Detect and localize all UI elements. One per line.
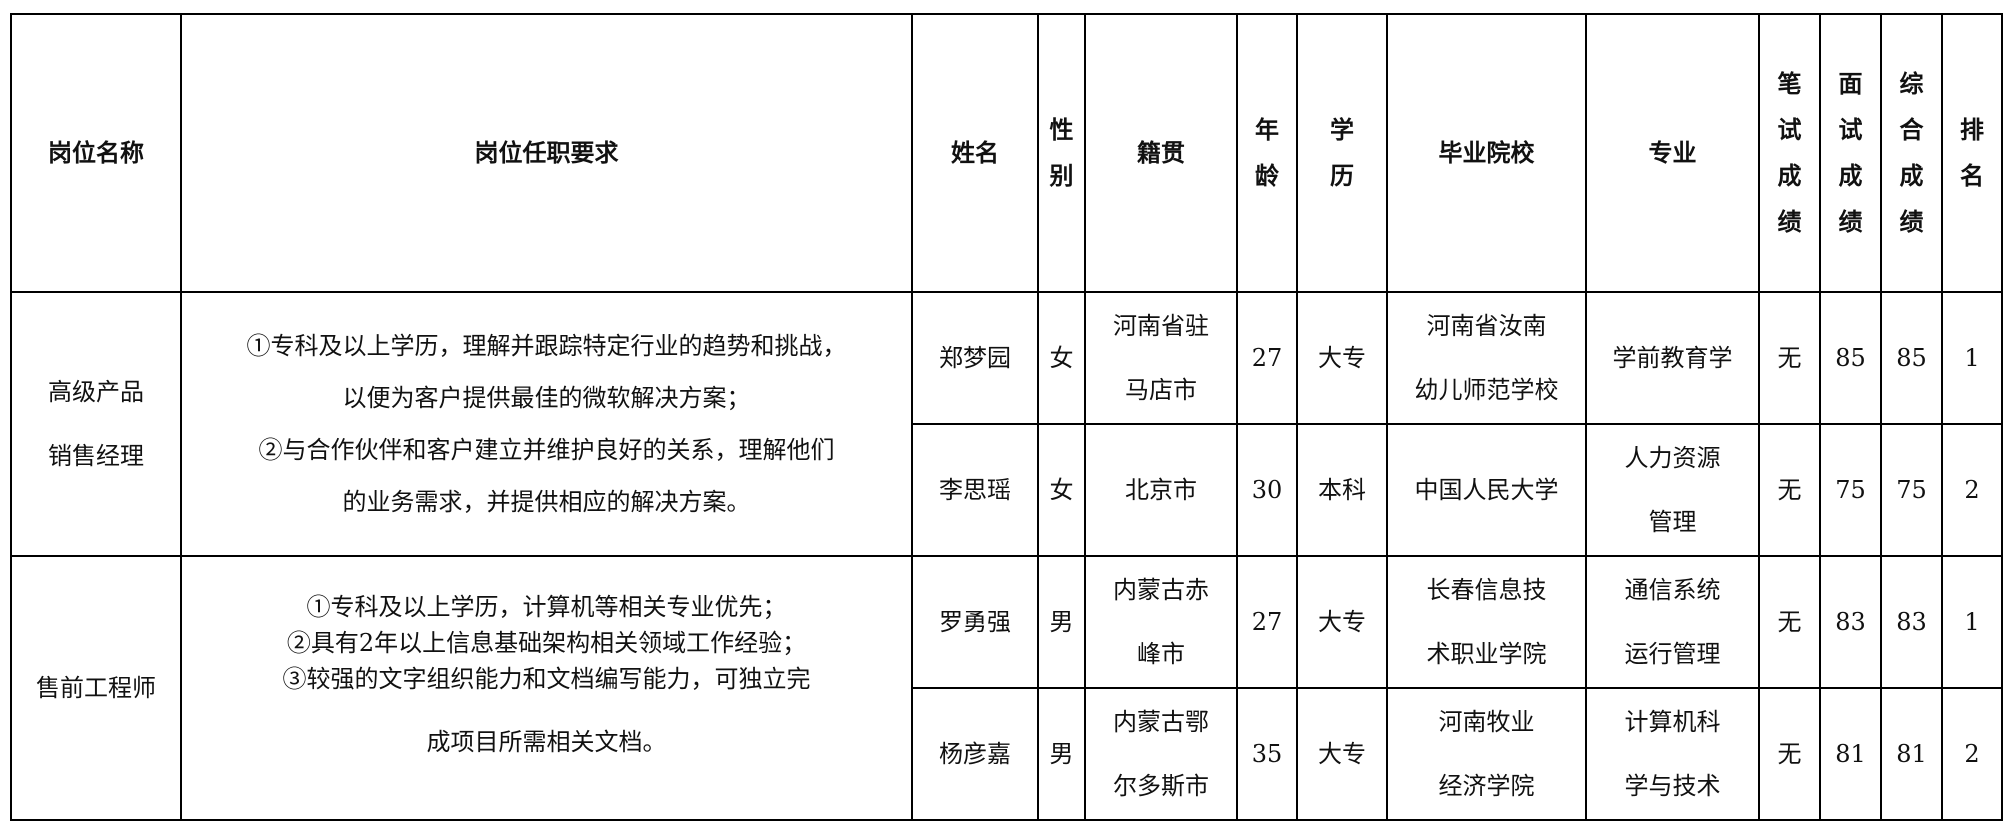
header-gender: 性别 xyxy=(1037,13,1086,293)
school-cell-line: 经济学院 xyxy=(1438,772,1535,800)
table-row: 售前工程师 ①专科及以上学历，计算机等相关专业优先； ②具有2年以上信息基础架构相关… xyxy=(10,555,2003,821)
header-school: 毕业院校 xyxy=(1386,13,1587,293)
age-cell: 35 xyxy=(1236,687,1298,821)
education-cell: 本科 xyxy=(1296,423,1388,557)
major-cell-line: 计算机科 xyxy=(1624,708,1721,736)
native-place-cell: 内蒙古鄂 尔多斯市 xyxy=(1084,687,1238,821)
position-cell-line: 售前工程师 xyxy=(36,674,156,702)
table-row: 李思瑶女北京市 30 本科 中国人民大学 人力资源 管理无 75 75 2 xyxy=(11,423,2003,557)
school-cell-line: 中国人民大学 xyxy=(1414,476,1559,504)
gender-cell: 男 xyxy=(1037,555,1086,689)
rank-cell: 1 xyxy=(1941,291,2003,425)
major-cell: 学前教育学 xyxy=(1585,291,1760,425)
school-cell-line: 幼儿师范学校 xyxy=(1414,376,1559,404)
school-cell: 长春信息技术职业学院 xyxy=(1386,555,1587,689)
requirements-cell-line: 以便为客户提供最佳的微软解决方案； xyxy=(342,384,751,412)
total-score-cell: 81 xyxy=(1880,687,1943,821)
table-row: 高级产品销售经理 ①专科及以上学历，理解并跟踪特定行业的趋势和挑战， 以便为客户提供… xyxy=(10,291,2003,557)
native-place-cell-line: 峰市 xyxy=(1137,640,1185,668)
requirements-cell-line: ①专科及以上学历，计算机等相关专业优先； xyxy=(306,593,787,621)
rank-cell: 1 xyxy=(1941,555,2003,689)
major-cell-line: 运行管理 xyxy=(1624,640,1721,668)
header-education: 学历 xyxy=(1296,13,1388,293)
gender-cell: 女 xyxy=(1037,291,1086,425)
age-cell: 27 xyxy=(1236,555,1298,689)
school-cell-line: 河南牧业 xyxy=(1438,708,1535,736)
education-cell: 大专 xyxy=(1296,555,1388,689)
requirements-cell-line: 成项目所需相关文档。 xyxy=(426,728,667,756)
rank-cell: 2 xyxy=(1941,687,2003,821)
gender-cell: 男 xyxy=(1037,687,1086,821)
major-cell-line: 人力资源 xyxy=(1624,444,1721,472)
age-cell: 27 xyxy=(1236,291,1298,425)
major-cell: 人力资源 管理 xyxy=(1585,423,1760,557)
requirements-cell-line: ①专科及以上学历，理解并跟踪特定行业的趋势和挑战， xyxy=(246,332,847,360)
native-place-cell: 河南省驻 马店市 xyxy=(1084,291,1238,425)
header-name: 姓名 xyxy=(911,13,1039,293)
major-cell-line: 学前教育学 xyxy=(1612,344,1733,372)
school-cell: 河南省汝南幼儿师范学校 xyxy=(1386,291,1587,425)
major-cell: 计算机科 学与技术 xyxy=(1585,687,1760,821)
header-position: 岗位名称 xyxy=(10,13,182,293)
major-cell-line: 通信系统 xyxy=(1624,576,1721,604)
native-place-cell-line: 尔多斯市 xyxy=(1113,772,1209,800)
position-cell: 售前工程师 xyxy=(10,555,182,821)
native-place-cell-line: 内蒙古赤 xyxy=(1113,576,1209,604)
interview-score-cell: 83 xyxy=(1819,555,1882,689)
school-cell-line: 河南省汝南 xyxy=(1426,312,1547,340)
major-cell: 通信系统 运行管理 xyxy=(1585,555,1760,689)
native-place-cell-line: 河南省驻 xyxy=(1113,312,1209,340)
written-score-cell: 无 xyxy=(1758,555,1821,689)
education-cell: 大专 xyxy=(1296,291,1388,425)
header-total-score: 综合成绩 xyxy=(1880,13,1943,293)
native-place-cell-line: 内蒙古鄂 xyxy=(1113,708,1209,736)
results-table: 岗位名称 岗位任职要求 姓名 性别 籍贯 年龄 学历 毕业院校 专业 笔试成绩 … xyxy=(10,13,2003,821)
header-major: 专业 xyxy=(1585,13,1760,293)
written-score-cell: 无 xyxy=(1758,291,1821,425)
header-rank: 排名 xyxy=(1941,13,2003,293)
school-cell-line: 术职业学院 xyxy=(1426,640,1547,668)
interview-score-cell: 81 xyxy=(1819,687,1882,821)
header-age: 年龄 xyxy=(1236,13,1298,293)
native-place-cell-line: 北京市 xyxy=(1125,476,1197,504)
total-score-cell: 83 xyxy=(1880,555,1943,689)
age-cell: 30 xyxy=(1236,423,1298,557)
requirements-cell-line: ②具有2年以上信息基础架构相关领域工作经验； xyxy=(286,629,807,657)
table-row: 杨彦嘉男内蒙古鄂 尔多斯市 35 大专 河南牧业 经济学院 计算机科 学与技术无 81 81 2 xyxy=(11,687,2003,821)
written-score-cell: 无 xyxy=(1758,423,1821,557)
written-score-cell: 无 xyxy=(1758,687,1821,821)
requirements-cell: ①专科及以上学历，计算机等相关专业优先； ②具有2年以上信息基础架构相关领域工作经… xyxy=(180,555,913,821)
candidate-name: 郑梦园 xyxy=(911,291,1039,425)
position-cell-line: 销售经理 xyxy=(48,442,144,470)
header-interview-score: 面试成绩 xyxy=(1819,13,1882,293)
header-requirements: 岗位任职要求 xyxy=(180,13,913,293)
candidate-name: 李思瑶 xyxy=(911,423,1039,557)
major-cell-line: 学与技术 xyxy=(1624,772,1721,800)
position-cell: 高级产品 销售经理 xyxy=(10,291,182,557)
requirements-cell: ①专科及以上学历，理解并跟踪特定行业的趋势和挑战， 以便为客户提供最佳的微软解决方… xyxy=(180,291,913,557)
school-cell: 中国人民大学 xyxy=(1386,423,1587,557)
school-cell: 河南牧业 经济学院 xyxy=(1386,687,1587,821)
candidate-name: 杨彦嘉 xyxy=(911,687,1039,821)
header-native-place: 籍贯 xyxy=(1084,13,1238,293)
header-written-score: 笔试成绩 xyxy=(1758,13,1821,293)
rank-cell: 2 xyxy=(1941,423,2003,557)
native-place-cell: 北京市 xyxy=(1084,423,1238,557)
position-cell-line: 高级产品 xyxy=(48,378,144,406)
total-score-cell: 75 xyxy=(1880,423,1943,557)
major-cell-line: 管理 xyxy=(1648,508,1697,536)
interview-score-cell: 75 xyxy=(1819,423,1882,557)
native-place-cell: 内蒙古赤 峰市 xyxy=(1084,555,1238,689)
requirements-cell-line: ③较强的文字组织能力和文档编写能力，可独立完 xyxy=(282,665,811,693)
total-score-cell: 85 xyxy=(1880,291,1943,425)
candidate-name: 罗勇强 xyxy=(911,555,1039,689)
gender-cell: 女 xyxy=(1037,423,1086,557)
education-cell: 大专 xyxy=(1296,687,1388,821)
requirements-cell-line: ②与合作伙伴和客户建立并维护良好的关系，理解他们 xyxy=(258,436,835,464)
interview-score-cell: 85 xyxy=(1819,291,1882,425)
school-cell-line: 长春信息技 xyxy=(1426,576,1547,604)
native-place-cell-line: 马店市 xyxy=(1125,376,1197,404)
header-row: 岗位名称 岗位任职要求 姓名 性别 籍贯 年龄 学历 毕业院校 专业 笔试成绩 … xyxy=(10,13,2003,293)
requirements-cell-line: 的业务需求，并提供相应的解决方案。 xyxy=(342,488,751,516)
